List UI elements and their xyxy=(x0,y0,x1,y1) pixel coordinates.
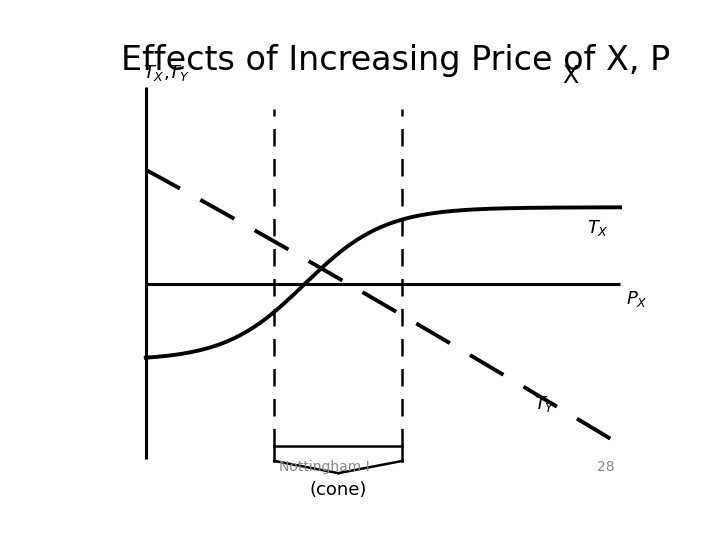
Text: $T_{X}$,$T_{Y}$: $T_{X}$,$T_{Y}$ xyxy=(143,63,190,83)
Text: 28: 28 xyxy=(597,460,615,474)
Text: (cone): (cone) xyxy=(310,481,367,499)
Text: Effects of Increasing Price of X, P: Effects of Increasing Price of X, P xyxy=(121,44,670,77)
Text: $T_{X}$: $T_{X}$ xyxy=(587,218,608,238)
Text: X: X xyxy=(562,64,579,87)
Text: $T_{Y}$: $T_{Y}$ xyxy=(534,394,555,414)
Text: Nottingham I: Nottingham I xyxy=(279,460,369,474)
Text: $P_{X}$: $P_{X}$ xyxy=(626,289,647,309)
